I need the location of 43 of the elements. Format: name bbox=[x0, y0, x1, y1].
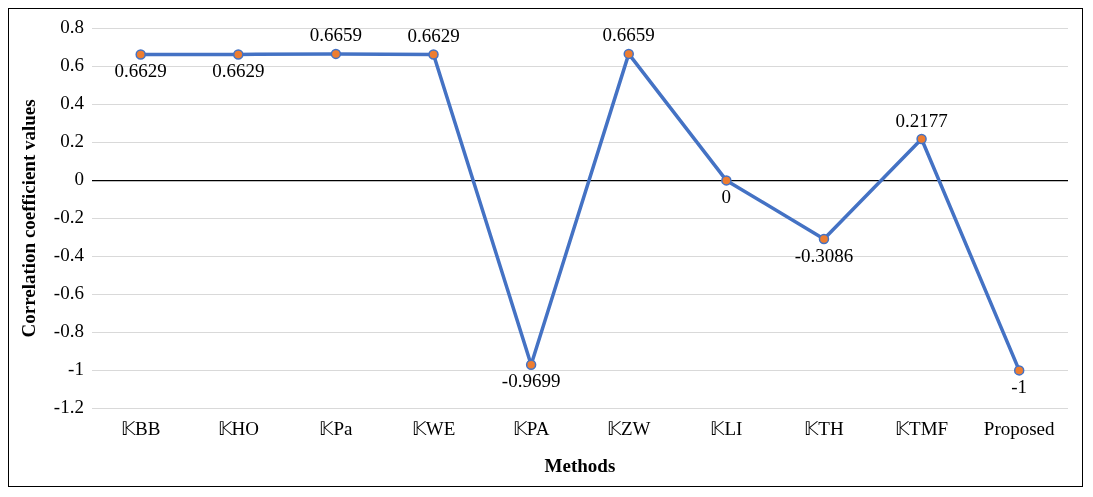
x-tick-label: 𝕂WE bbox=[411, 417, 456, 439]
x-tick-label: 𝕂ZW bbox=[606, 417, 651, 439]
point bbox=[330, 48, 342, 60]
y-tick-label: 0.8 bbox=[60, 16, 84, 38]
y-tick-label: 0.6 bbox=[60, 54, 84, 76]
point bbox=[428, 49, 439, 60]
x-tick-label: 𝕂LI bbox=[710, 417, 743, 439]
data-label: 0.6629 bbox=[212, 59, 265, 81]
point bbox=[818, 233, 830, 245]
point bbox=[233, 49, 244, 60]
x-tick-label: 𝕂PA bbox=[512, 417, 550, 439]
data-label: 0 bbox=[721, 185, 732, 207]
point bbox=[1013, 365, 1025, 376]
y-tick-label: -0.6 bbox=[53, 282, 84, 304]
data-label: 0.6659 bbox=[602, 24, 655, 46]
data-label: 0.2177 bbox=[895, 109, 948, 131]
point bbox=[525, 359, 537, 370]
y-tick-label: -0.4 bbox=[53, 244, 85, 266]
y-tick-label: -0.8 bbox=[53, 320, 84, 342]
x-tick-label: 𝕂TMF bbox=[895, 417, 949, 439]
y-tick-label: 0 bbox=[74, 168, 84, 190]
x-tick-label: 𝕂Pa bbox=[319, 417, 353, 439]
data-label: -0.9699 bbox=[501, 370, 561, 392]
y-tick-label: -1 bbox=[68, 358, 84, 380]
data-label: 0.6629 bbox=[407, 24, 460, 46]
x-tick-label: 𝕂TH bbox=[804, 417, 844, 439]
y-tick-label: 0.4 bbox=[60, 92, 85, 114]
x-tick-label: 𝕂HO bbox=[217, 417, 260, 439]
data-label: 0.6659 bbox=[309, 24, 363, 46]
x-axis-title: Methods bbox=[544, 454, 616, 476]
x-tick-label: 𝕂BB bbox=[121, 417, 161, 439]
data-label: 0.6629 bbox=[114, 59, 167, 81]
y-tick-label: 0.2 bbox=[60, 130, 84, 152]
y-tick-label: -1.2 bbox=[53, 396, 84, 418]
x-tick-label: Proposed bbox=[983, 417, 1056, 439]
y-axis-title: Correlation coefficient values bbox=[18, 99, 40, 338]
point bbox=[623, 48, 634, 60]
point bbox=[721, 175, 732, 186]
data-label: -0.3086 bbox=[794, 244, 854, 266]
point bbox=[135, 49, 146, 60]
y-tick-label: -0.2 bbox=[53, 206, 84, 228]
point bbox=[916, 133, 927, 145]
data-label: -1 bbox=[1011, 375, 1028, 397]
